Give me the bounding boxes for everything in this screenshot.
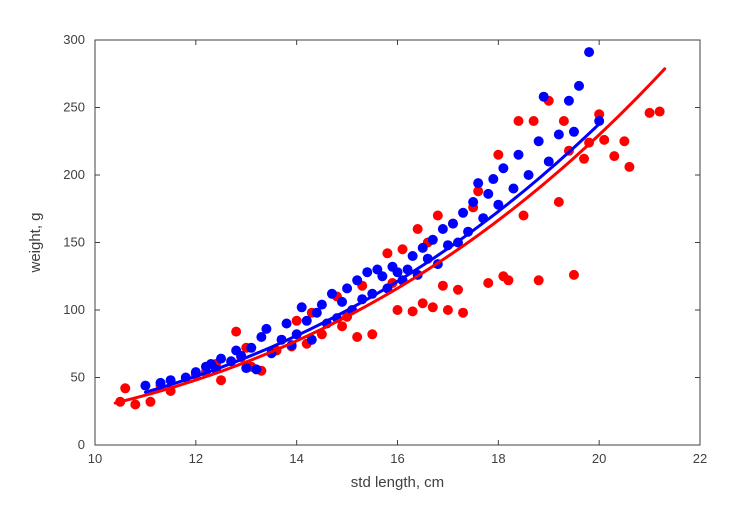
red-points-marker bbox=[569, 270, 579, 280]
red-points-marker bbox=[554, 197, 564, 207]
red-points-marker bbox=[413, 224, 423, 234]
red-points-marker bbox=[438, 281, 448, 291]
blue-points-marker bbox=[448, 219, 458, 229]
red-points-marker bbox=[609, 151, 619, 161]
y-tick-label: 100 bbox=[63, 302, 85, 317]
red-points-marker bbox=[645, 108, 655, 118]
red-points-marker bbox=[579, 154, 589, 164]
red-points-marker bbox=[418, 298, 428, 308]
blue-points-marker bbox=[251, 364, 261, 374]
blue-points-marker bbox=[438, 224, 448, 234]
red-points-marker bbox=[453, 285, 463, 295]
red-points-marker bbox=[145, 397, 155, 407]
blue-points-marker bbox=[302, 316, 312, 326]
red-points-marker bbox=[382, 248, 392, 258]
red-points-marker bbox=[503, 275, 513, 285]
red-points-marker bbox=[514, 116, 524, 126]
blue-points-marker bbox=[539, 92, 549, 102]
x-tick-label: 12 bbox=[189, 451, 203, 466]
x-tick-label: 18 bbox=[491, 451, 505, 466]
blue-points-marker bbox=[337, 297, 347, 307]
red-points-marker bbox=[655, 107, 665, 117]
blue-points-marker bbox=[524, 170, 534, 180]
scatter-chart: 10 12 14 16 18 20 22 0 50 100 150 200 250 300 std leng… bbox=[0, 0, 729, 521]
blue-points-marker bbox=[362, 267, 372, 277]
blue-points-marker bbox=[408, 251, 418, 261]
blue-points-marker bbox=[428, 235, 438, 245]
blue-points-marker bbox=[377, 271, 387, 281]
red-points-marker bbox=[619, 136, 629, 146]
red-points-marker bbox=[624, 162, 634, 172]
blue-points-marker bbox=[317, 300, 327, 310]
x-tick-label: 14 bbox=[289, 451, 303, 466]
red-points-marker bbox=[519, 211, 529, 221]
red-fit bbox=[115, 69, 665, 403]
blue-points-marker bbox=[261, 324, 271, 334]
red-points-marker bbox=[493, 150, 503, 160]
red-points-marker bbox=[428, 302, 438, 312]
blue-points-marker bbox=[282, 319, 292, 329]
blue-points-marker bbox=[498, 163, 508, 173]
red-points-marker bbox=[458, 308, 468, 318]
y-tick-label: 150 bbox=[63, 235, 85, 250]
red-points-marker bbox=[292, 316, 302, 326]
blue-points-marker bbox=[418, 243, 428, 253]
x-axis-label: std length, cm bbox=[351, 474, 444, 491]
blue-points-marker bbox=[352, 275, 362, 285]
red-points-marker bbox=[443, 305, 453, 315]
y-tick-label: 300 bbox=[63, 32, 85, 47]
blue-points-marker bbox=[584, 47, 594, 57]
red-points-marker bbox=[393, 305, 403, 315]
chart-svg: 10 12 14 16 18 20 22 0 50 100 150 200 250 300 std leng… bbox=[0, 0, 729, 521]
x-tick-label: 10 bbox=[88, 451, 102, 466]
blue-points-marker bbox=[458, 208, 468, 218]
blue-points-marker bbox=[140, 381, 150, 391]
blue-points-marker bbox=[342, 283, 352, 293]
blue-points-marker bbox=[554, 130, 564, 140]
red-points-marker bbox=[408, 306, 418, 316]
red-points-marker bbox=[599, 135, 609, 145]
blue-points-marker bbox=[569, 127, 579, 137]
blue-points-marker bbox=[488, 174, 498, 184]
blue-points-marker bbox=[514, 150, 524, 160]
red-points-marker bbox=[483, 278, 493, 288]
x-tick-label: 16 bbox=[390, 451, 404, 466]
red-points-marker bbox=[352, 332, 362, 342]
blue-points-marker bbox=[574, 81, 584, 91]
y-tick-label: 250 bbox=[63, 100, 85, 115]
red-points-marker bbox=[559, 116, 569, 126]
red-points-marker bbox=[534, 275, 544, 285]
red-points-marker bbox=[216, 375, 226, 385]
blue-points-marker bbox=[327, 289, 337, 299]
red-points-marker bbox=[120, 383, 130, 393]
blue-points-marker bbox=[564, 96, 574, 106]
red-points-marker bbox=[398, 244, 408, 254]
blue-points-marker bbox=[534, 136, 544, 146]
y-tick-label: 50 bbox=[71, 370, 85, 385]
blue-points-marker bbox=[468, 197, 478, 207]
red-points-marker bbox=[367, 329, 377, 339]
red-points-marker bbox=[231, 327, 241, 337]
red-points-marker bbox=[529, 116, 539, 126]
blue-points-marker bbox=[483, 189, 493, 199]
y-tick-label: 0 bbox=[78, 437, 85, 452]
x-tick-label: 20 bbox=[592, 451, 606, 466]
blue-points-marker bbox=[246, 343, 256, 353]
blue-points-marker bbox=[508, 184, 518, 194]
red-points-marker bbox=[130, 400, 140, 410]
y-tick-label: 200 bbox=[63, 167, 85, 182]
blue-points-marker bbox=[473, 178, 483, 188]
blue-points-marker bbox=[297, 302, 307, 312]
blue-points-marker bbox=[216, 354, 226, 364]
red-points-marker bbox=[433, 211, 443, 221]
y-axis-label: weight, g bbox=[27, 212, 44, 273]
blue-fit bbox=[145, 124, 599, 392]
x-tick-label: 22 bbox=[693, 451, 707, 466]
